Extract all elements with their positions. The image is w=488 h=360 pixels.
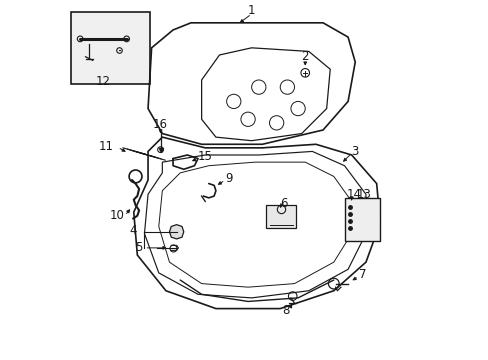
Text: 4: 4 bbox=[130, 224, 137, 237]
Text: 6: 6 bbox=[280, 197, 287, 210]
Bar bbox=[344, 198, 380, 241]
Text: 1: 1 bbox=[247, 4, 255, 17]
Text: 12: 12 bbox=[96, 75, 111, 88]
Text: 15: 15 bbox=[198, 150, 212, 163]
Text: 16: 16 bbox=[153, 118, 168, 131]
Bar bbox=[71, 12, 149, 84]
Text: 11: 11 bbox=[99, 140, 114, 153]
Bar bbox=[265, 205, 296, 228]
Text: 13: 13 bbox=[356, 188, 371, 201]
Text: 14: 14 bbox=[346, 188, 361, 201]
Text: 7: 7 bbox=[358, 268, 366, 281]
Text: 2: 2 bbox=[301, 50, 308, 63]
Text: 5: 5 bbox=[135, 240, 142, 254]
Text: 9: 9 bbox=[224, 172, 232, 185]
Text: 3: 3 bbox=[351, 145, 358, 158]
Text: 10: 10 bbox=[110, 209, 124, 222]
Text: 8: 8 bbox=[281, 304, 289, 317]
Polygon shape bbox=[169, 225, 183, 239]
